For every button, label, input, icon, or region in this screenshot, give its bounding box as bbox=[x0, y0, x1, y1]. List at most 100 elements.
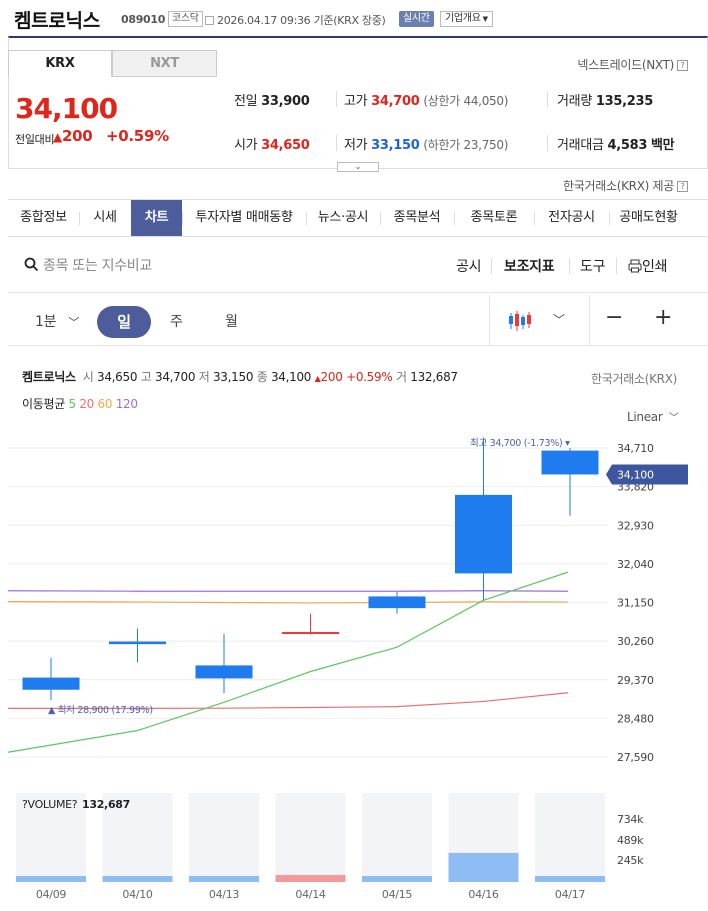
tool-disclosure[interactable]: 공시 bbox=[456, 259, 482, 275]
tab-news[interactable]: 뉴스·공시 bbox=[306, 200, 380, 236]
chevron-down-icon: ⌄ bbox=[354, 162, 362, 171]
ma60-line bbox=[7, 601, 569, 604]
realtime-badge: 실시간 bbox=[399, 11, 434, 27]
volume-tick-label: 245k bbox=[617, 854, 644, 867]
volume-column-bg bbox=[102, 793, 173, 882]
zoom-in-button[interactable]: + bbox=[654, 305, 673, 330]
chevron-down-icon: ﹀ bbox=[68, 316, 80, 329]
help-icon[interactable]: ? bbox=[677, 60, 688, 71]
stat-prev-label: 전일 bbox=[234, 94, 258, 109]
volume-tick-label: 734k bbox=[617, 813, 644, 826]
scale-label: Linear bbox=[627, 410, 663, 424]
tab-overview[interactable]: 종합정보 bbox=[20, 210, 67, 225]
company-overview-label: 기업개요 bbox=[445, 13, 481, 24]
change-value: 200 bbox=[320, 370, 343, 384]
y-tick-label: 28,480 bbox=[617, 712, 654, 725]
volume-pane-value: 132,687 bbox=[82, 798, 130, 811]
divider bbox=[547, 135, 548, 151]
candle-body bbox=[368, 596, 426, 609]
divider bbox=[569, 258, 570, 274]
expand-toggle-button[interactable]: ⌄ bbox=[337, 162, 379, 172]
volume-column-bg bbox=[362, 793, 432, 882]
stat-prev-value: 33,900 bbox=[261, 94, 310, 109]
close-value: 34,100 bbox=[270, 370, 312, 384]
volume-bar bbox=[362, 876, 432, 882]
scale-select[interactable]: Linear ﹀ bbox=[627, 409, 679, 424]
stat-volume: 거래량 135,235 bbox=[557, 90, 653, 109]
upper-limit: (상한가 44,050) bbox=[423, 94, 509, 108]
volume-column-bg bbox=[189, 793, 259, 882]
candlestick-icon bbox=[509, 311, 531, 331]
tab-investor-trading[interactable]: 투자자별 매매동향 bbox=[182, 200, 306, 236]
period-month[interactable]: 월 bbox=[225, 314, 238, 330]
ma-legend: 이동평균 5 20 60 120 bbox=[22, 395, 138, 412]
volume-label: 거 bbox=[395, 370, 407, 384]
interval-select[interactable]: 1분 ﹀ bbox=[35, 306, 79, 338]
nextrade-label: 넥스트레이드(NXT) bbox=[577, 58, 674, 72]
stat-low: 저가 33,150 (하한가 23,750) bbox=[344, 134, 508, 153]
ma-legend-label: 이동평균 bbox=[22, 397, 65, 411]
help-icon[interactable]: ? bbox=[677, 181, 688, 192]
y-tick-label: 30,260 bbox=[617, 635, 654, 648]
stat-high-label: 고가 bbox=[344, 94, 368, 109]
nextrade-link[interactable]: 넥스트레이드(NXT)? bbox=[577, 56, 688, 73]
tool-drawing[interactable]: 도구 bbox=[580, 259, 606, 275]
period-day[interactable]: 일 bbox=[97, 306, 151, 338]
up-triangle-icon: ▲ bbox=[314, 374, 321, 383]
tab-krx[interactable]: KRX bbox=[8, 50, 112, 77]
tool-indicators[interactable]: 보조지표 bbox=[504, 259, 555, 275]
x-tick-label: 04/14 bbox=[295, 888, 326, 901]
candle-body bbox=[541, 450, 599, 475]
lower-limit: (하한가 23,750) bbox=[423, 138, 509, 152]
volume-bar bbox=[102, 876, 173, 882]
last-price-tag bbox=[606, 464, 688, 485]
x-tick-label: 04/13 bbox=[209, 888, 240, 901]
ma20-label: 20 bbox=[79, 397, 95, 411]
tab-nxt[interactable]: NXT bbox=[112, 50, 217, 77]
datetime: 2026.04.17 09:36 기준(KRX 장중) bbox=[205, 12, 386, 28]
tab-quotes[interactable]: 시세 bbox=[79, 200, 131, 236]
compare-search[interactable]: 종목 또는 지수비교 bbox=[24, 255, 152, 275]
stat-volume-value: 135,235 bbox=[595, 94, 653, 109]
period-week[interactable]: 주 bbox=[170, 314, 183, 330]
stat-volume-label: 거래량 bbox=[557, 94, 592, 109]
zoom-out-button[interactable]: − bbox=[605, 305, 624, 330]
volume-bar bbox=[448, 852, 519, 882]
tab-disclosure[interactable]: 전자공시 bbox=[534, 200, 609, 236]
divider bbox=[547, 91, 548, 107]
chart-type-button[interactable] bbox=[508, 309, 532, 336]
stat-amount-unit: 백만 bbox=[650, 138, 675, 153]
chevron-down-icon[interactable]: ﹀ bbox=[553, 313, 565, 327]
open-label: 시 bbox=[82, 370, 94, 384]
company-overview-button[interactable]: 기업개요 ▼ bbox=[440, 11, 493, 27]
price-diff: ▲200 bbox=[53, 127, 93, 145]
price-chart[interactable]: 34,71033,82032,93032,04031,15030,26029,3… bbox=[0, 430, 708, 911]
stock-code: 089010 bbox=[121, 13, 166, 26]
stat-amount-value: 4,583 bbox=[607, 138, 648, 153]
tab-analysis[interactable]: 종목분석 bbox=[380, 200, 454, 236]
print-button[interactable]: 인쇄 bbox=[628, 256, 667, 276]
change-pct: +0.59% bbox=[346, 370, 393, 384]
interval-label: 1분 bbox=[35, 314, 57, 330]
candle-body bbox=[282, 632, 339, 635]
ma60-label: 60 bbox=[97, 397, 113, 411]
chart-info-line: 켐트로닉스 시 34,650 고 34,700 저 33,150 종 34,10… bbox=[22, 368, 458, 385]
tab-short-selling[interactable]: 공매도현황 bbox=[609, 200, 688, 236]
datetime-basis: 기준(KRX 장중) bbox=[313, 14, 386, 27]
divider bbox=[491, 258, 492, 274]
divider bbox=[336, 91, 337, 107]
volume-column-bg bbox=[535, 793, 605, 882]
stat-high-value: 34,700 bbox=[371, 94, 420, 109]
ma20-line bbox=[8, 692, 569, 709]
divider bbox=[616, 258, 617, 274]
low-value: 33,150 bbox=[212, 370, 254, 384]
volume-bar bbox=[535, 876, 605, 882]
ma120-label: 120 bbox=[115, 397, 138, 411]
divider bbox=[8, 292, 708, 293]
stat-low-label: 저가 bbox=[344, 138, 368, 153]
volume-bar bbox=[189, 876, 259, 882]
stat-open-label: 시가 bbox=[234, 138, 258, 153]
tab-chart[interactable]: 차트 bbox=[131, 200, 182, 236]
search-icon bbox=[24, 257, 39, 272]
tab-discussion[interactable]: 종목토론 bbox=[454, 200, 534, 236]
